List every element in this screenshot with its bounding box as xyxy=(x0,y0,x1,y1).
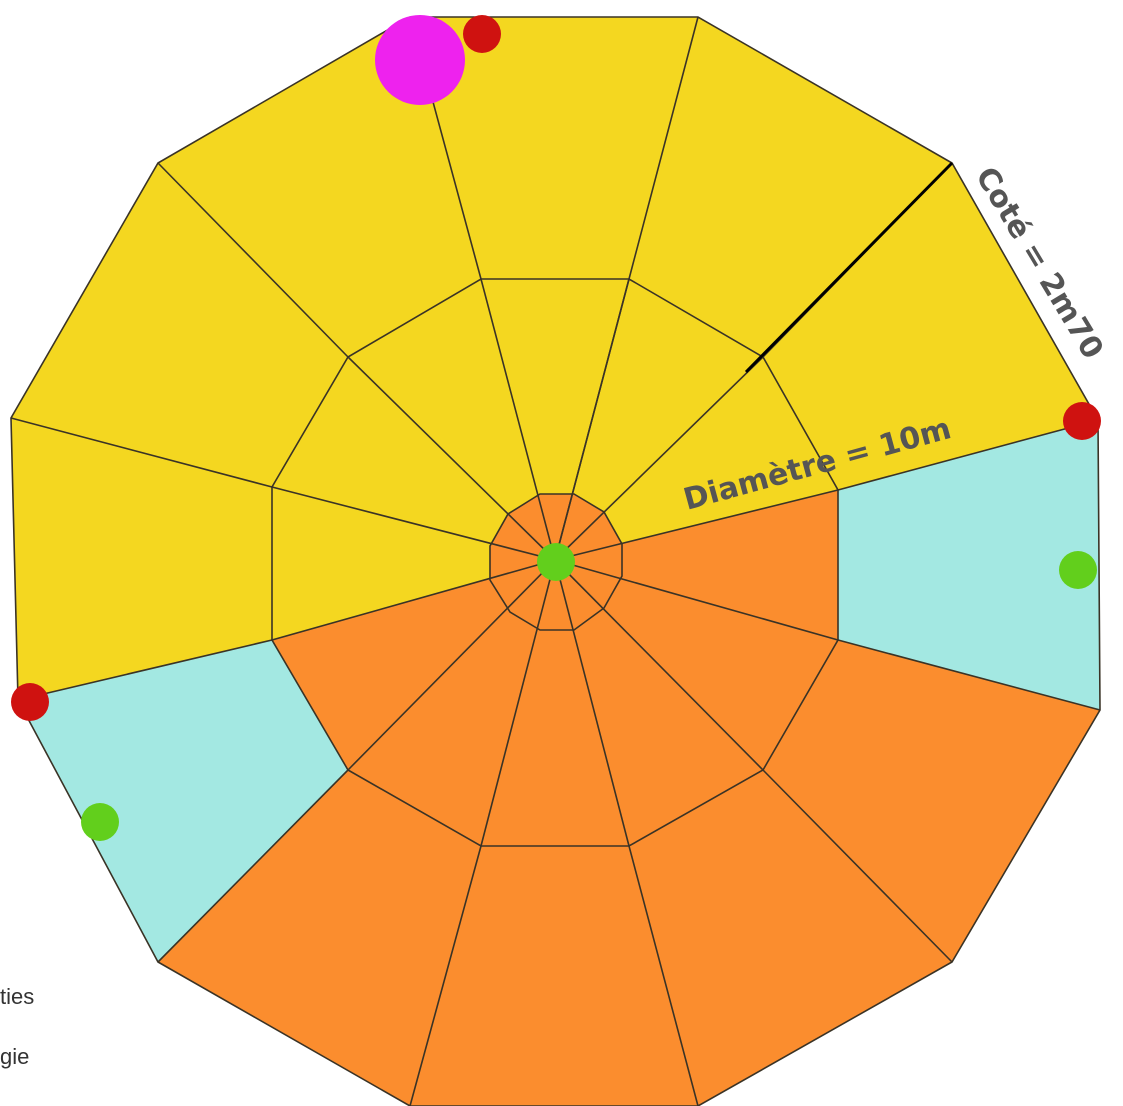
red-marker-top xyxy=(463,15,501,53)
wedge-lower-right xyxy=(763,640,1100,962)
inner-ring-lower xyxy=(272,490,838,846)
wedge-bottom xyxy=(410,846,698,1106)
side-dimension-line xyxy=(744,161,954,374)
center-spoke-8 xyxy=(347,559,556,771)
center-spoke-13 xyxy=(554,278,630,561)
center-spoke-3 xyxy=(554,489,839,561)
center-spoke-4 xyxy=(554,559,839,641)
radial-line-1 xyxy=(628,16,699,280)
center-spoke-11 xyxy=(347,356,556,561)
radial-line-7 xyxy=(409,845,482,1106)
radial-line-3 xyxy=(837,419,1099,491)
radial-line-9 xyxy=(17,639,273,701)
center-spoke-10 xyxy=(271,486,556,561)
magenta-marker xyxy=(375,15,465,105)
radial-line-8 xyxy=(157,769,349,963)
radial-line-10 xyxy=(10,417,273,488)
radial-line-11 xyxy=(157,162,349,358)
wedge-bottom-right xyxy=(629,770,952,1106)
legend-item-2: gie xyxy=(0,1044,29,1069)
wedge-bottom-left xyxy=(158,770,481,1106)
wedge-right-lower xyxy=(838,420,1100,710)
wedge-top xyxy=(410,17,698,279)
green-marker-center xyxy=(537,543,575,581)
inner-ring-upper xyxy=(272,279,838,640)
center-spoke-12 xyxy=(480,278,556,561)
center-spoke-7 xyxy=(480,559,556,847)
green-marker-left xyxy=(81,803,119,841)
red-marker-right xyxy=(1063,402,1101,440)
radial-line-5 xyxy=(762,769,953,963)
red-marker-left xyxy=(11,683,49,721)
wedge-upper-right-2 xyxy=(763,163,1098,490)
center-spoke-5 xyxy=(554,559,764,771)
wedge-lower-left xyxy=(18,640,348,962)
center-spoke-2 xyxy=(554,356,764,561)
wedge-left xyxy=(11,418,272,700)
green-marker-right xyxy=(1059,551,1097,589)
wedge-upper-left xyxy=(11,163,348,487)
wedge-top-left xyxy=(158,17,481,357)
radial-line-6 xyxy=(628,845,699,1106)
center-spoke-6 xyxy=(554,559,630,847)
legend-item-1: ties xyxy=(0,984,34,1009)
radial-line-4 xyxy=(837,639,1101,711)
center-spoke-9 xyxy=(271,559,556,641)
wedge-upper-right-1 xyxy=(629,17,952,357)
